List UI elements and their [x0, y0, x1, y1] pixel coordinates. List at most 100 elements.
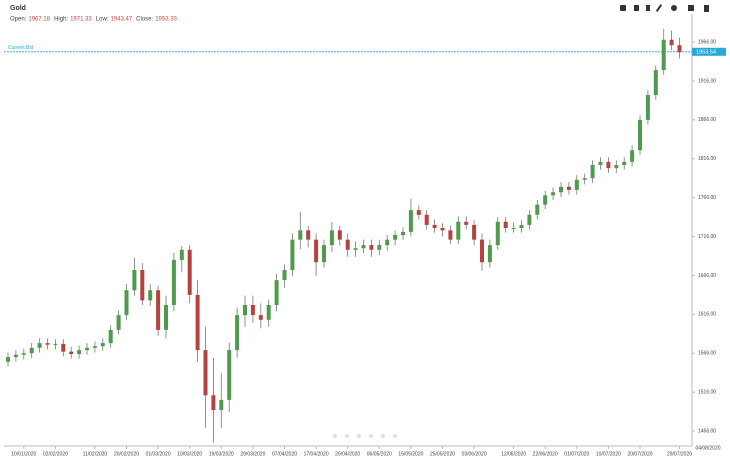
candle-body	[622, 161, 627, 165]
x-tick-label: 10/01/2020	[11, 451, 36, 457]
tool-icon[interactable]	[620, 5, 626, 11]
header-value: 1953.33	[155, 17, 177, 23]
candle-body	[527, 214, 532, 225]
candle-body	[132, 270, 137, 291]
candle-body	[487, 245, 492, 263]
x-tick-label: 19/03/2020	[209, 451, 234, 457]
tool-icon[interactable]	[646, 5, 650, 11]
candle-body	[377, 245, 382, 250]
candle-body	[235, 315, 240, 351]
x-tick-label: 11/02/2020	[83, 451, 108, 457]
candle-body	[140, 270, 145, 301]
y-tick-label: 1716.00	[698, 234, 716, 240]
candle-body	[195, 294, 200, 351]
candle-body	[266, 305, 271, 320]
candle-body	[645, 95, 650, 120]
candle-body	[85, 347, 89, 351]
x-tick-label: 20/02/2020	[114, 451, 139, 457]
x-tick-label: 01/03/2020	[146, 451, 171, 457]
candle-body	[69, 351, 74, 354]
candle-body	[559, 186, 563, 193]
header-value: 1943.47	[110, 17, 132, 23]
candle-body	[53, 343, 58, 345]
candle-body	[630, 150, 635, 162]
candle-body	[314, 239, 319, 263]
candle-body	[369, 245, 374, 250]
candle-body	[598, 161, 603, 165]
candle-body	[148, 290, 153, 301]
candle-body	[480, 239, 484, 263]
candle-body	[385, 239, 390, 246]
candle-body	[282, 270, 287, 281]
pager-dots	[333, 434, 397, 438]
candle-body	[361, 245, 366, 249]
x-tick-label: 20/07/2020	[627, 451, 652, 457]
candle-body	[6, 357, 10, 362]
candle-body	[77, 350, 82, 354]
tool-icon[interactable]	[634, 5, 639, 11]
candle-body	[408, 210, 413, 232]
candle-body	[116, 315, 121, 330]
current-tag	[692, 47, 726, 56]
candle-body	[179, 249, 184, 260]
header-value: 1971.33	[70, 17, 92, 23]
y-tick-label: 1966.00	[698, 39, 716, 45]
current-value: 1953.54	[696, 49, 716, 55]
candle-body	[456, 221, 461, 240]
x-tick-label: 10/03/2020	[177, 451, 202, 457]
x-tick-label: 29/07/2020	[667, 451, 692, 457]
candle-body	[511, 228, 516, 229]
y-tick-label: 1916.00	[698, 78, 716, 84]
candle-body	[661, 39, 666, 71]
candle-body	[171, 259, 176, 305]
tool-icon[interactable]	[704, 5, 709, 12]
y-tick-label: 1616.00	[698, 312, 716, 318]
y-tick-label: 1766.00	[698, 195, 716, 201]
candle-body	[322, 245, 326, 263]
tool-icon[interactable]	[655, 4, 663, 12]
candle-body	[472, 224, 477, 240]
candle-body	[677, 45, 682, 53]
candle-body	[566, 186, 571, 190]
candle-body	[211, 395, 216, 410]
candle-body	[306, 230, 311, 240]
x-tick-label: 25/05/2020	[430, 451, 455, 457]
candle-body	[574, 179, 579, 190]
candle-body	[353, 248, 358, 250]
candle-body	[45, 343, 50, 345]
x-tick-label: 07/04/2020	[272, 451, 297, 457]
candle-body	[298, 230, 303, 240]
candle-body	[164, 305, 168, 330]
x-tick-label: 06/05/2020	[367, 451, 392, 457]
x-tick-label: 12/06/2020	[501, 451, 526, 457]
candle-body	[21, 353, 26, 355]
y-tick-label: 1866.00	[698, 117, 716, 123]
x-tick-label: 01/07/2020	[564, 451, 589, 457]
candle-body	[345, 239, 350, 250]
tool-icon[interactable]	[688, 5, 694, 11]
x-tick-label: 26/04/2020	[335, 451, 360, 457]
candle-body	[503, 221, 508, 228]
x-tick-label: 17/04/2020	[304, 451, 329, 457]
y-tick-label: 1516.00	[698, 389, 716, 395]
candle-body	[203, 350, 208, 396]
candle-body	[416, 210, 421, 215]
candle-body	[669, 39, 674, 46]
x-tick-label: 03/06/2020	[462, 451, 487, 457]
tool-icon[interactable]	[671, 5, 677, 11]
candle-body	[543, 195, 548, 205]
candle-body	[519, 224, 524, 228]
candle-body	[401, 231, 405, 235]
y-tick-label: 1466.00	[698, 428, 716, 434]
toolbar[interactable]	[620, 4, 709, 12]
candle-body	[432, 224, 437, 228]
candle-body	[606, 161, 611, 169]
x-tick-label: 02/02/2020	[43, 451, 68, 457]
candle-body	[124, 290, 129, 316]
candle-body	[582, 178, 587, 180]
candle-body	[393, 235, 398, 240]
candle-body	[29, 347, 34, 354]
y-tick-label: 1666.00	[698, 273, 716, 279]
